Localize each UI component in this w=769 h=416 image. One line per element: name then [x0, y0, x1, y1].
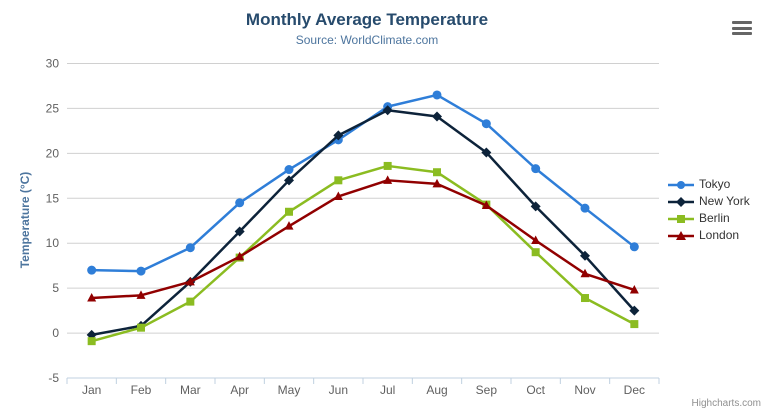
new-york-diamond-marker-icon — [668, 196, 694, 207]
y-axis-label: 0 — [52, 326, 59, 340]
legend-item-new-york[interactable]: New York — [668, 193, 750, 210]
berlin-square-marker-icon — [668, 214, 694, 223]
point-new-york-dec[interactable] — [629, 305, 640, 316]
point-new-york-jun[interactable] — [333, 130, 344, 141]
legend-label: New York — [699, 194, 750, 208]
point-tokyo-apr[interactable] — [235, 198, 245, 208]
point-london-dec[interactable] — [629, 284, 639, 294]
y-axis-label: -5 — [48, 371, 59, 385]
legend-label: Tokyo — [699, 177, 731, 191]
point-berlin-may[interactable] — [285, 207, 293, 216]
tokyo-circle-marker-icon — [668, 180, 694, 189]
x-axis-label: Oct — [526, 383, 545, 397]
y-axis-label: 15 — [46, 191, 60, 205]
series-line-new-york[interactable] — [90, 108, 636, 337]
point-tokyo-dec[interactable] — [629, 242, 639, 252]
point-berlin-feb[interactable] — [137, 323, 145, 332]
x-axis-label: Apr — [230, 383, 249, 397]
hamburger-bar — [732, 26, 752, 30]
hamburger-bar — [732, 21, 752, 24]
point-new-york-apr[interactable] — [234, 226, 245, 237]
point-tokyo-mar[interactable] — [185, 243, 195, 253]
y-axis-label: 30 — [46, 57, 60, 71]
point-london-oct[interactable] — [531, 235, 541, 245]
hamburger-bar — [732, 32, 752, 35]
point-new-york-jul[interactable] — [382, 105, 393, 116]
point-new-york-aug[interactable] — [432, 111, 442, 122]
hamburger-menu-icon[interactable] — [732, 21, 752, 35]
point-london-jan[interactable] — [87, 293, 97, 302]
point-tokyo-may[interactable] — [284, 165, 294, 175]
point-london-aug[interactable] — [432, 178, 442, 188]
series-line-berlin[interactable] — [90, 164, 636, 343]
point-london-apr[interactable] — [235, 251, 245, 261]
legend-label: Berlin — [699, 211, 730, 225]
point-berlin-jun[interactable] — [334, 176, 343, 185]
point-new-york-may[interactable] — [284, 175, 294, 186]
point-london-sep[interactable] — [481, 200, 491, 209]
y-axis-title: Temperature (°C) — [18, 171, 32, 269]
point-tokyo-feb[interactable] — [136, 266, 146, 276]
chart-title: Monthly Average Temperature — [245, 10, 489, 29]
y-axis-label: 10 — [46, 236, 60, 250]
point-london-feb[interactable] — [136, 290, 146, 299]
point-new-york-sep[interactable] — [481, 147, 492, 158]
point-london-jul[interactable] — [383, 175, 393, 184]
series-line-tokyo[interactable] — [90, 93, 636, 273]
x-axis-label: Feb — [131, 383, 152, 397]
x-axis-label: Aug — [426, 383, 447, 397]
x-axis-label: Jan — [82, 383, 101, 397]
x-axis-label: Sep — [476, 383, 498, 397]
x-axis-label: Dec — [624, 383, 645, 397]
legend-item-berlin[interactable]: Berlin — [668, 210, 750, 227]
point-berlin-dec[interactable] — [630, 320, 639, 329]
point-tokyo-nov[interactable] — [580, 203, 590, 213]
x-axis-label: Jul — [380, 383, 395, 397]
legend-item-tokyo[interactable]: Tokyo — [668, 176, 750, 193]
series-line-london[interactable] — [90, 179, 636, 300]
point-tokyo-jan[interactable] — [87, 265, 97, 275]
x-axis-label: Mar — [180, 383, 201, 397]
point-london-may[interactable] — [284, 221, 294, 230]
x-axis-label: May — [278, 383, 301, 397]
x-axis-label: Nov — [574, 383, 595, 397]
point-berlin-jul[interactable] — [383, 161, 392, 170]
y-axis-label: 5 — [52, 281, 59, 295]
point-tokyo-sep[interactable] — [481, 119, 491, 129]
point-berlin-jan[interactable] — [87, 337, 96, 346]
chart-subtitle: Source: WorldClimate.com — [295, 33, 439, 47]
point-berlin-aug[interactable] — [433, 168, 441, 177]
legend-label: London — [699, 228, 740, 242]
legend-item-london[interactable]: London — [668, 227, 750, 244]
point-tokyo-aug[interactable] — [432, 90, 442, 100]
legend: Tokyo New York Berlin London — [668, 176, 750, 244]
point-new-york-nov[interactable] — [580, 250, 590, 261]
point-london-nov[interactable] — [580, 268, 590, 278]
y-axis-label: 25 — [46, 101, 60, 115]
point-london-mar[interactable] — [185, 276, 195, 286]
y-axis-label: 20 — [46, 146, 60, 160]
highcharts-credit-link[interactable]: Highcharts.com — [691, 398, 761, 409]
point-new-york-oct[interactable] — [530, 201, 541, 212]
point-london-jun[interactable] — [333, 191, 343, 200]
point-berlin-mar[interactable] — [186, 297, 195, 306]
x-axis-label: Jun — [329, 383, 348, 397]
point-tokyo-oct[interactable] — [531, 164, 541, 174]
point-berlin-oct[interactable] — [531, 248, 540, 257]
london-triangle-marker-icon — [668, 230, 694, 240]
point-berlin-nov[interactable] — [581, 294, 589, 303]
